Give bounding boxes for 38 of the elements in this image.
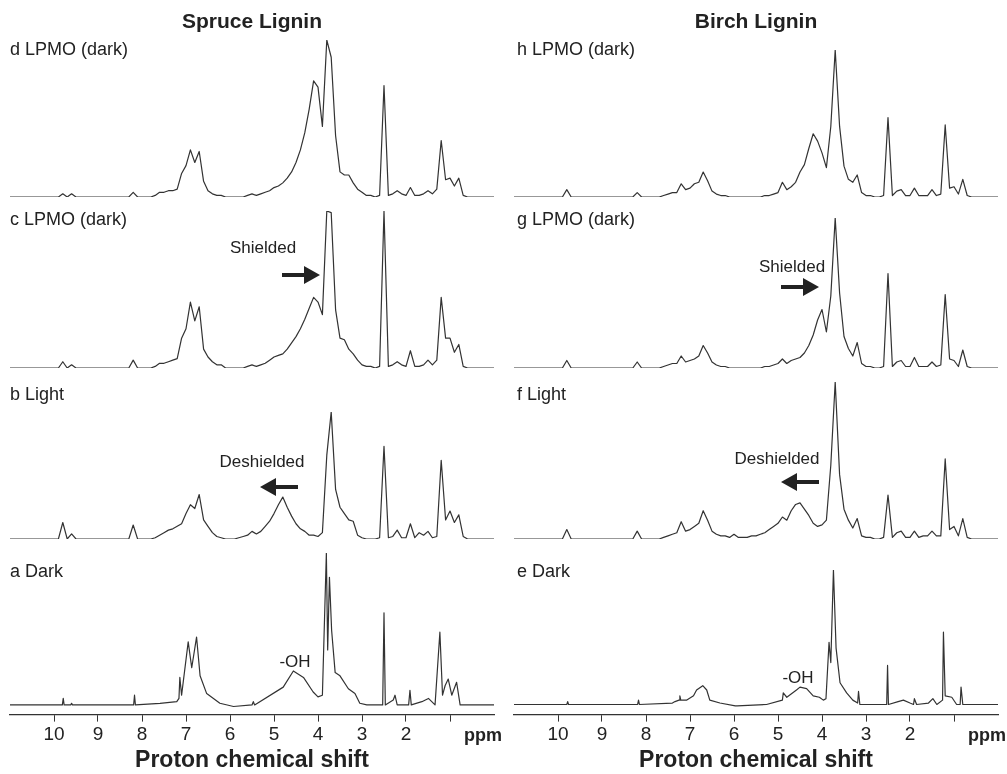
annotation: h LPMO (dark) xyxy=(517,38,636,59)
x-tick-label: 2 xyxy=(904,723,916,745)
x-tick-label: 9 xyxy=(92,723,104,745)
chart-title: Birch Lignin xyxy=(694,8,818,32)
annotation: -OH xyxy=(782,667,814,687)
x-tick-label: 4 xyxy=(312,723,324,745)
annotation: Deshielded xyxy=(734,448,820,468)
text: b Light xyxy=(10,383,65,404)
x-axis-title: Proton chemical shift xyxy=(639,745,874,772)
annotation: f Light xyxy=(517,383,567,404)
annotation: d LPMO (dark) xyxy=(10,38,129,59)
x-tick-label: 10 xyxy=(547,723,569,745)
x-tick-label: 8 xyxy=(640,723,652,745)
x-tick-label: 2 xyxy=(400,723,412,745)
x-tick-label: 8 xyxy=(136,723,148,745)
chart-title: Spruce Lignin xyxy=(181,8,323,32)
x-axis-title: Proton chemical shift xyxy=(135,745,370,772)
annotation: Shielded xyxy=(229,237,297,257)
x-tick-label: 5 xyxy=(772,723,784,745)
annotation: Deshielded xyxy=(219,451,305,471)
x-tick-label: 5 xyxy=(268,723,280,745)
annotation: e Dark xyxy=(517,560,572,581)
text: ppm xyxy=(968,724,1006,745)
annotation: a Dark xyxy=(10,560,65,581)
x-tick-label: 3 xyxy=(860,723,872,745)
x-tick-label: 4 xyxy=(816,723,828,745)
x-tick-label: 3 xyxy=(356,723,368,745)
x-tick-label: 6 xyxy=(224,723,236,745)
annotation: g LPMO (dark) xyxy=(517,208,636,229)
annotation: Shielded xyxy=(758,256,826,276)
x-tick-label: 7 xyxy=(684,723,696,745)
x-tick-label: 6 xyxy=(728,723,740,745)
annotation: -OH xyxy=(279,651,311,671)
annotation: c LPMO (dark) xyxy=(10,208,128,229)
text: ppm xyxy=(464,724,502,745)
x-tick-label: 9 xyxy=(596,723,608,745)
x-tick-label: 10 xyxy=(43,723,65,745)
x-tick-label: 7 xyxy=(180,723,192,745)
